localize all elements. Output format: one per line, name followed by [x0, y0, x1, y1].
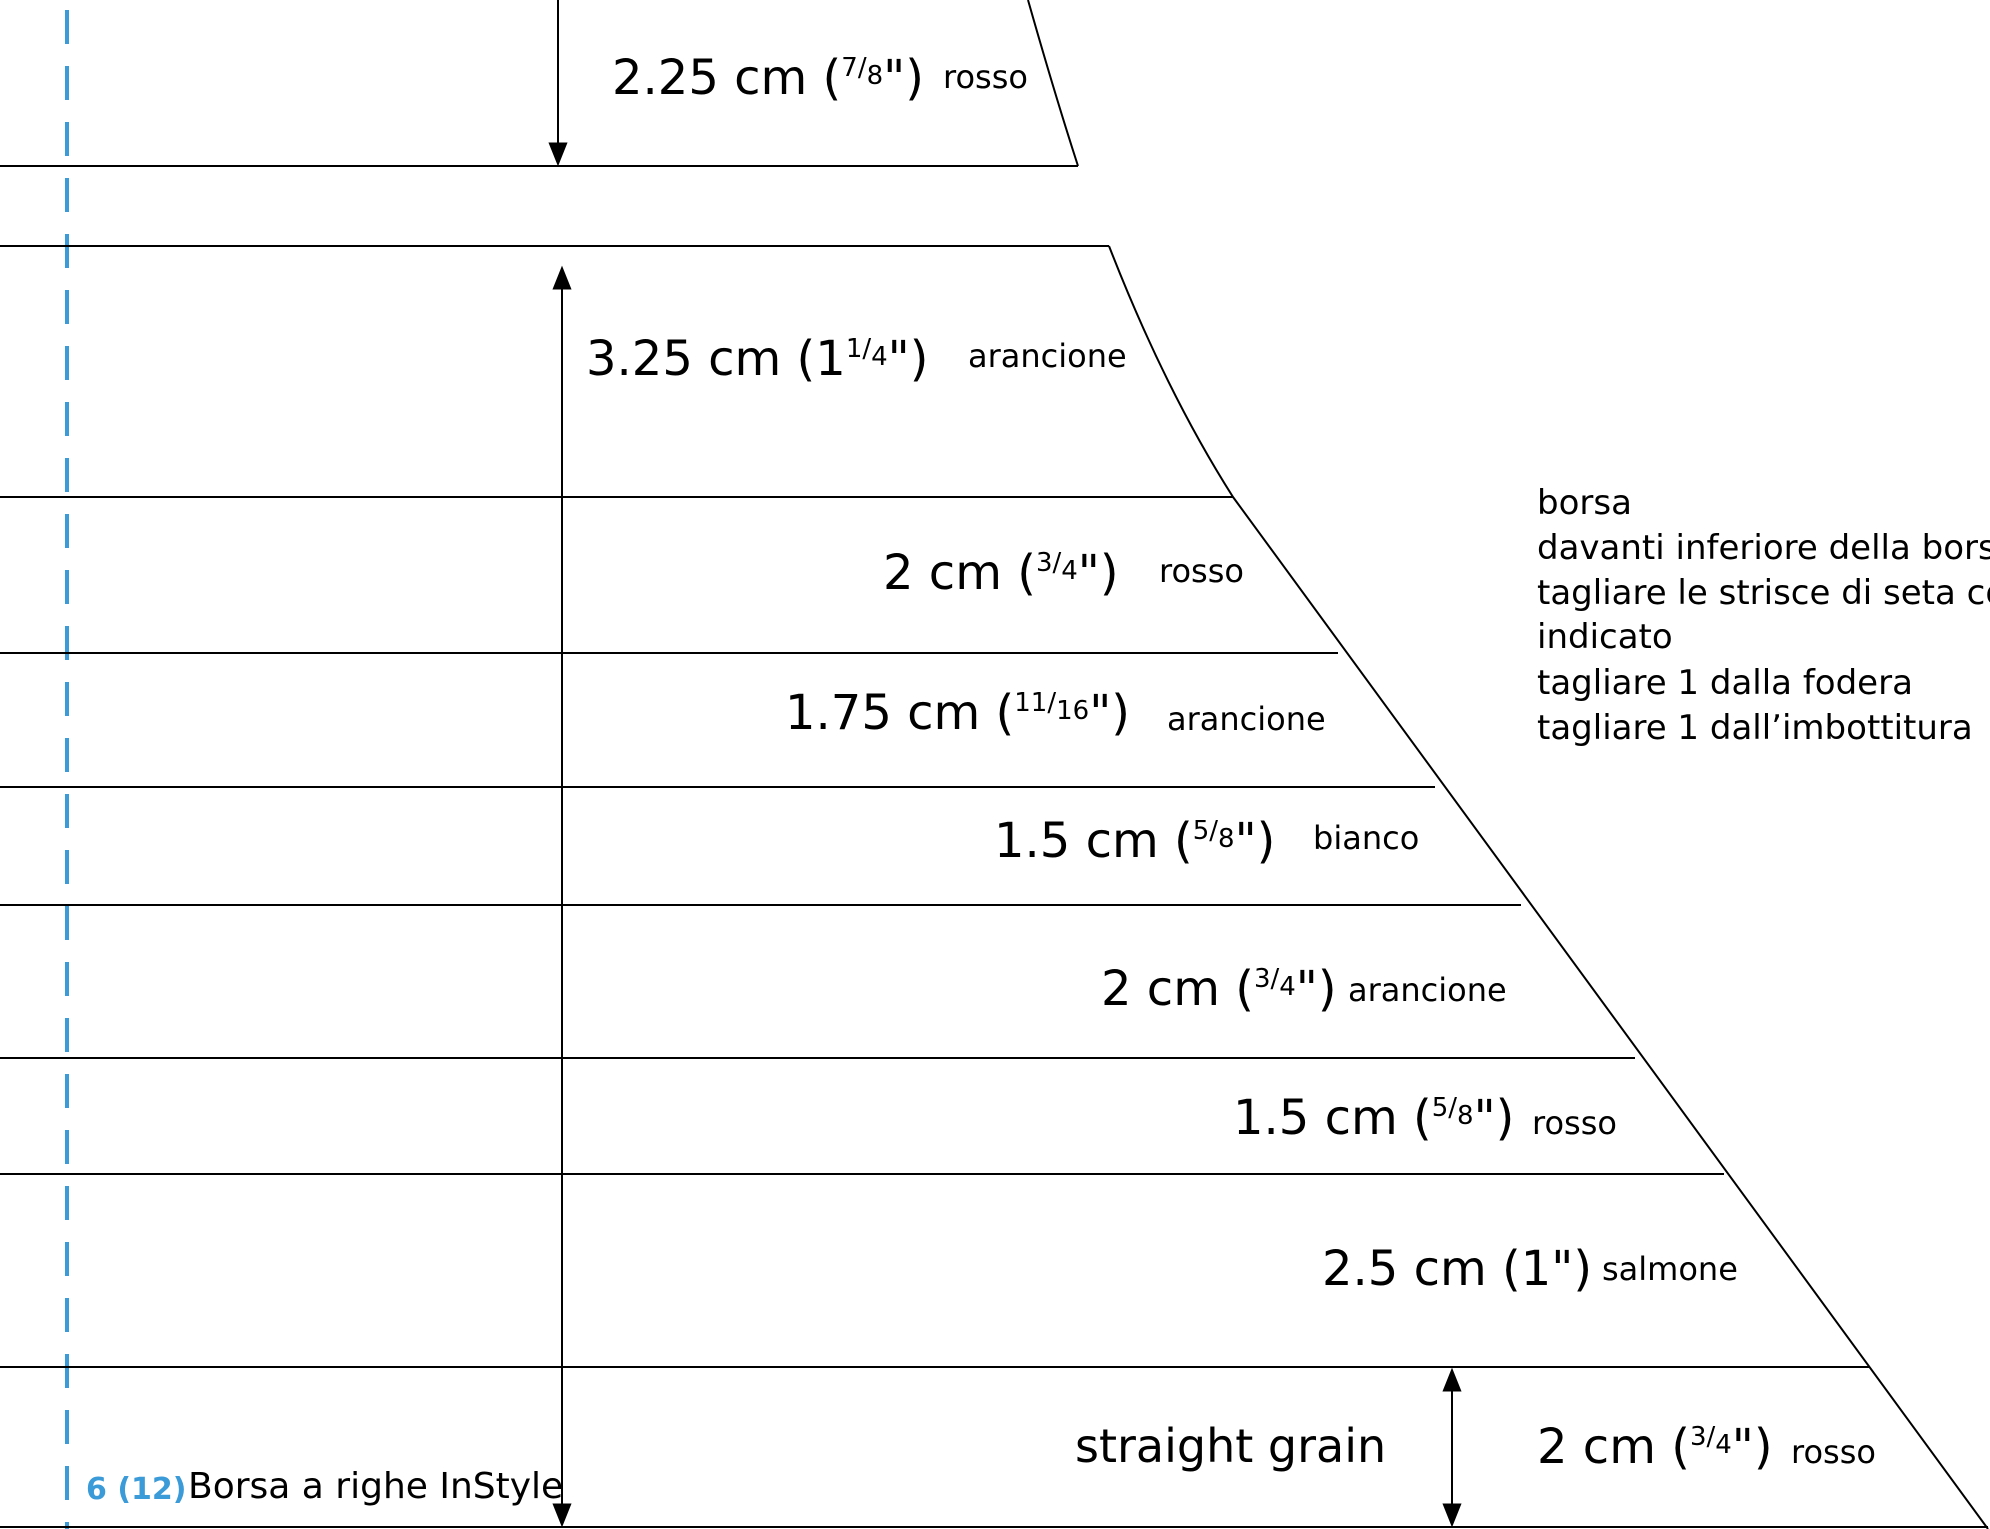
stripe-measure: 1.5 cm (5/8") [994, 813, 1275, 869]
page-footer: 6 (12) Borsa a righe InStyle [86, 1466, 563, 1507]
stripe-labels: 3.25 cm (11/4") arancione 2 cm (3/4") ro… [586, 331, 1876, 1475]
stripe-color: arancione [1167, 700, 1326, 738]
stripe-measure: 2 cm (3/4") [1537, 1419, 1773, 1475]
pattern-title: Borsa a righe InStyle [188, 1466, 563, 1507]
top-stripe-color: rosso [943, 58, 1028, 96]
top-piece: 2.25 cm (7/8") rosso [0, 0, 1079, 167]
stripe-measure: 2 cm (3/4") [1101, 961, 1337, 1017]
info-line: borsa [1537, 483, 1632, 523]
stripe-color: arancione [1348, 971, 1507, 1009]
straight-grain-label: straight grain [1075, 1419, 1386, 1473]
info-line: davanti inferiore della borsa [1537, 528, 1990, 568]
stripe-color: rosso [1159, 552, 1244, 590]
info-line: tagliare 1 dalla fodera [1537, 663, 1913, 703]
top-piece-side-curve [1027, 0, 1079, 167]
info-line: tagliare 1 dall’imbottitura [1537, 708, 1973, 748]
stripe-measure: 2.5 cm (1") [1322, 1241, 1592, 1297]
info-block: borsa davanti inferiore della borsa tagl… [1537, 483, 1990, 748]
stripe-measure: 3.25 cm (11/4") [586, 331, 928, 387]
stripe-measure: 1.75 cm (11/16") [785, 685, 1130, 741]
page-number: 6 (12) [86, 1472, 187, 1507]
stripe-color: arancione [968, 337, 1127, 375]
top-stripe-measure: 2.25 cm (7/8") [612, 50, 924, 106]
info-line: tagliare le strisce di seta come [1537, 573, 1990, 613]
stripe-color: rosso [1532, 1104, 1617, 1142]
main-piece [0, 245, 1989, 1529]
stripe-measure: 2 cm (3/4") [883, 545, 1119, 601]
stripe-color: salmone [1602, 1250, 1738, 1288]
info-line: indicato [1537, 617, 1673, 657]
stripe-color: rosso [1791, 1433, 1876, 1471]
main-piece-side-edge [1108, 245, 1989, 1529]
stripe-color: bianco [1313, 819, 1419, 857]
stripe-measure: 1.5 cm (5/8") [1233, 1090, 1514, 1146]
